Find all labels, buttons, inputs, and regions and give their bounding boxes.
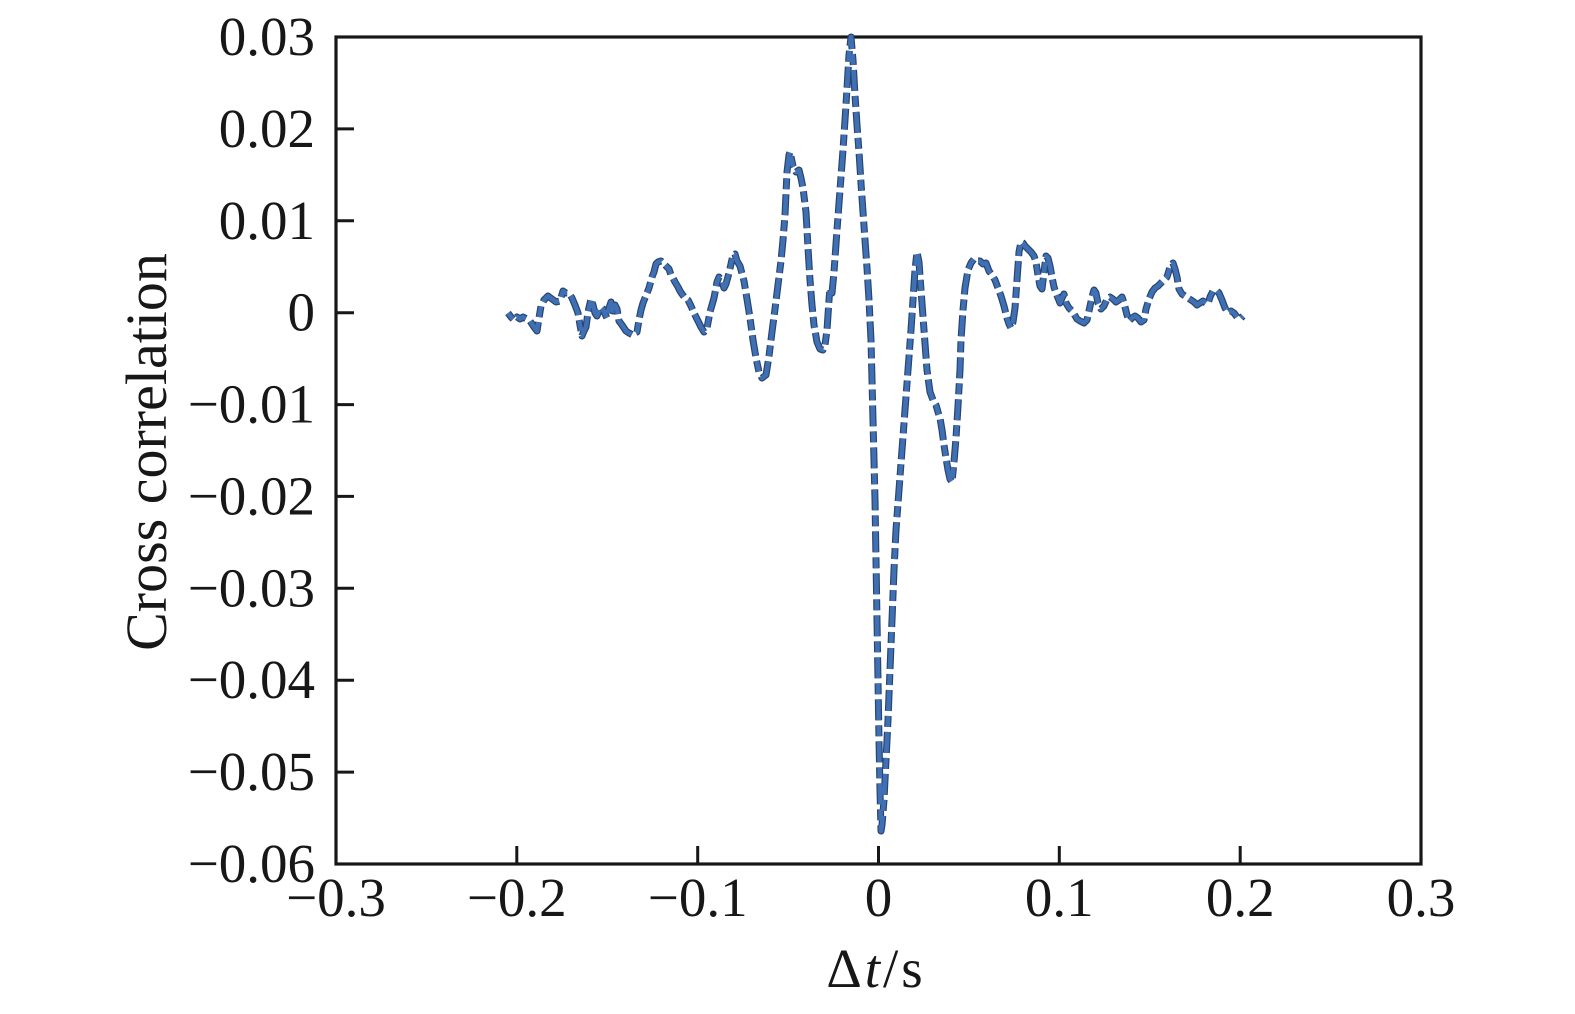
svg-text:Δt/s: Δt/s [826, 938, 925, 999]
svg-text:−0.2: −0.2 [467, 867, 567, 928]
svg-text:0.01: 0.01 [219, 190, 315, 251]
svg-text:−0.3: −0.3 [286, 867, 386, 928]
svg-text:−0.05: −0.05 [188, 741, 315, 802]
svg-text:0.3: 0.3 [1387, 867, 1456, 928]
svg-text:−0.02: −0.02 [188, 465, 315, 526]
svg-text:−0.03: −0.03 [188, 557, 315, 618]
svg-text:0: 0 [288, 282, 316, 343]
svg-text:0.03: 0.03 [219, 6, 315, 67]
svg-text:Cross correlation: Cross correlation [114, 253, 179, 651]
svg-text:−0.06: −0.06 [188, 833, 315, 894]
svg-text:0.1: 0.1 [1025, 867, 1094, 928]
svg-text:−0.04: −0.04 [188, 649, 315, 710]
svg-text:0.2: 0.2 [1206, 867, 1275, 928]
svg-text:−0.1: −0.1 [648, 867, 748, 928]
svg-text:0.02: 0.02 [219, 98, 315, 159]
svg-text:0: 0 [865, 867, 893, 928]
svg-text:−0.01: −0.01 [188, 374, 315, 435]
